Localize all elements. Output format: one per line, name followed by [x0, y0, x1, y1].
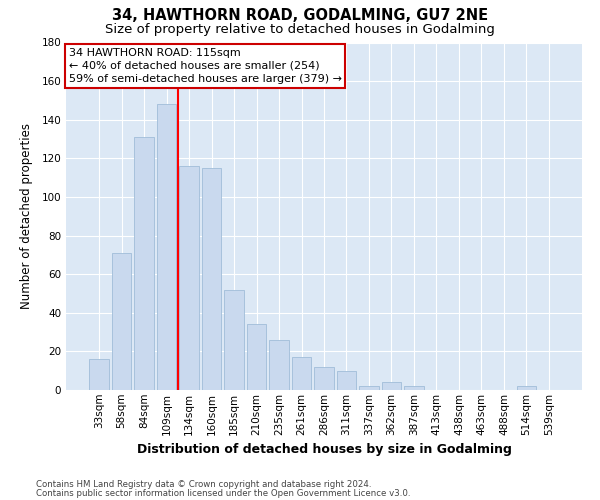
Text: 34, HAWTHORN ROAD, GODALMING, GU7 2NE: 34, HAWTHORN ROAD, GODALMING, GU7 2NE [112, 8, 488, 22]
X-axis label: Distribution of detached houses by size in Godalming: Distribution of detached houses by size … [137, 443, 511, 456]
Bar [314, 367, 334, 390]
Text: Size of property relative to detached houses in Godalming: Size of property relative to detached ho… [105, 22, 495, 36]
Bar [382, 382, 401, 390]
Bar [134, 137, 154, 390]
Bar [179, 166, 199, 390]
Bar [89, 359, 109, 390]
Bar [224, 290, 244, 390]
Bar [337, 370, 356, 390]
Y-axis label: Number of detached properties: Number of detached properties [20, 123, 33, 309]
Text: Contains HM Land Registry data © Crown copyright and database right 2024.: Contains HM Land Registry data © Crown c… [36, 480, 371, 489]
Bar [112, 253, 131, 390]
Bar [202, 168, 221, 390]
Bar [517, 386, 536, 390]
Bar [292, 357, 311, 390]
Bar [404, 386, 424, 390]
Bar [359, 386, 379, 390]
Bar [247, 324, 266, 390]
Bar [269, 340, 289, 390]
Text: Contains public sector information licensed under the Open Government Licence v3: Contains public sector information licen… [36, 488, 410, 498]
Text: 34 HAWTHORN ROAD: 115sqm
← 40% of detached houses are smaller (254)
59% of semi-: 34 HAWTHORN ROAD: 115sqm ← 40% of detach… [68, 48, 341, 84]
Bar [157, 104, 176, 390]
